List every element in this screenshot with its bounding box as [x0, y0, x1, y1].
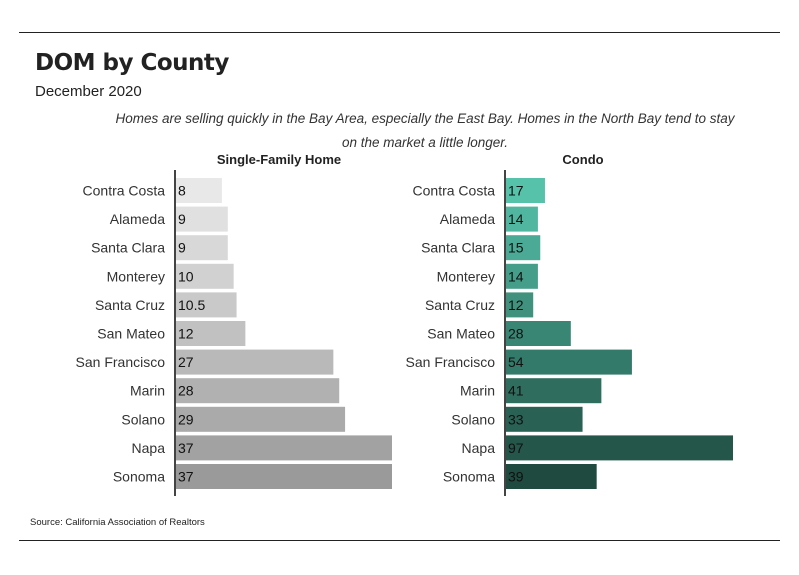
data-label-sfh: 29 [178, 411, 194, 427]
data-label-condo: 17 [508, 183, 524, 199]
bar-sfh [175, 349, 334, 375]
data-label-sfh: 10 [178, 268, 194, 284]
bar-condo [505, 406, 583, 432]
data-label-condo: 28 [508, 326, 524, 342]
bar-sfh [175, 435, 392, 461]
category-label-condo: Solano [451, 411, 495, 427]
data-label-condo: 14 [508, 211, 524, 227]
category-label-condo: San Mateo [427, 326, 495, 342]
category-label-sfh: Solano [121, 411, 165, 427]
category-label-sfh: Monterey [107, 268, 165, 284]
data-label-sfh: 8 [178, 183, 186, 199]
category-label-condo: Contra Costa [413, 183, 496, 199]
chart-subtitle: December 2020 [35, 83, 142, 100]
data-label-condo: 33 [508, 411, 524, 427]
category-label-sfh: Sonoma [113, 469, 165, 485]
chart-note: Homes are selling quickly in the Bay Are… [115, 111, 735, 150]
data-label-sfh: 10.5 [178, 297, 205, 313]
bar-condo [505, 378, 602, 404]
category-label-condo: Marin [460, 383, 495, 399]
category-label-sfh: Napa [132, 440, 166, 456]
category-label-sfh: Marin [130, 383, 165, 399]
category-label-sfh: Santa Clara [91, 240, 165, 256]
data-label-sfh: 9 [178, 240, 186, 256]
category-label-sfh: San Francisco [76, 354, 166, 370]
data-label-condo: 15 [508, 240, 524, 256]
category-label-sfh: San Mateo [97, 326, 165, 342]
data-label-sfh: 12 [178, 326, 194, 342]
bar-sfh [175, 464, 392, 489]
data-label-sfh: 9 [178, 211, 186, 227]
bar-condo [505, 178, 545, 203]
category-label-condo: Monterey [437, 268, 495, 284]
bar-sfh [175, 235, 228, 261]
bottom-rule [19, 540, 780, 541]
category-label-sfh: Contra Costa [83, 183, 166, 199]
bar-condo [505, 435, 733, 461]
data-label-condo: 14 [508, 268, 524, 284]
category-label-condo: Alameda [440, 211, 495, 227]
bar-sfh [175, 206, 228, 232]
chart-title: DOM by County [35, 50, 229, 76]
bar-sfh [175, 406, 346, 432]
bar-sfh [175, 378, 340, 404]
bar-condo [505, 235, 541, 261]
data-label-sfh: 27 [178, 354, 194, 370]
category-label-condo: Santa Cruz [425, 297, 495, 313]
data-label-condo: 97 [508, 440, 524, 456]
category-label-sfh: Alameda [110, 211, 165, 227]
data-label-sfh: 28 [178, 383, 194, 399]
category-label-sfh: Santa Cruz [95, 297, 165, 313]
data-label-condo: 41 [508, 383, 524, 399]
data-label-sfh: 37 [178, 440, 194, 456]
bar-sfh [175, 321, 246, 346]
category-label-condo: San Francisco [406, 354, 496, 370]
bar-sfh [175, 178, 222, 203]
panel-title-condo: Condo [562, 152, 603, 167]
category-label-condo: Napa [462, 440, 496, 456]
bar-condo [505, 292, 534, 318]
bar-sfh [175, 263, 234, 289]
category-label-condo: Santa Clara [421, 240, 495, 256]
source-note: Source: California Association of Realto… [30, 517, 205, 528]
data-label-sfh: 37 [178, 469, 194, 485]
data-label-condo: 39 [508, 469, 524, 485]
bar-condo [505, 464, 597, 489]
category-label-condo: Sonoma [443, 469, 495, 485]
bar-sfh [175, 292, 237, 318]
bar-condo [505, 263, 538, 289]
panel-title-sfh: Single-Family Home [217, 152, 341, 167]
bar-condo [505, 349, 632, 375]
data-label-condo: 12 [508, 297, 524, 313]
top-rule [19, 32, 780, 33]
bar-condo [505, 321, 571, 346]
data-label-condo: 54 [508, 354, 524, 370]
bar-condo [505, 206, 538, 232]
